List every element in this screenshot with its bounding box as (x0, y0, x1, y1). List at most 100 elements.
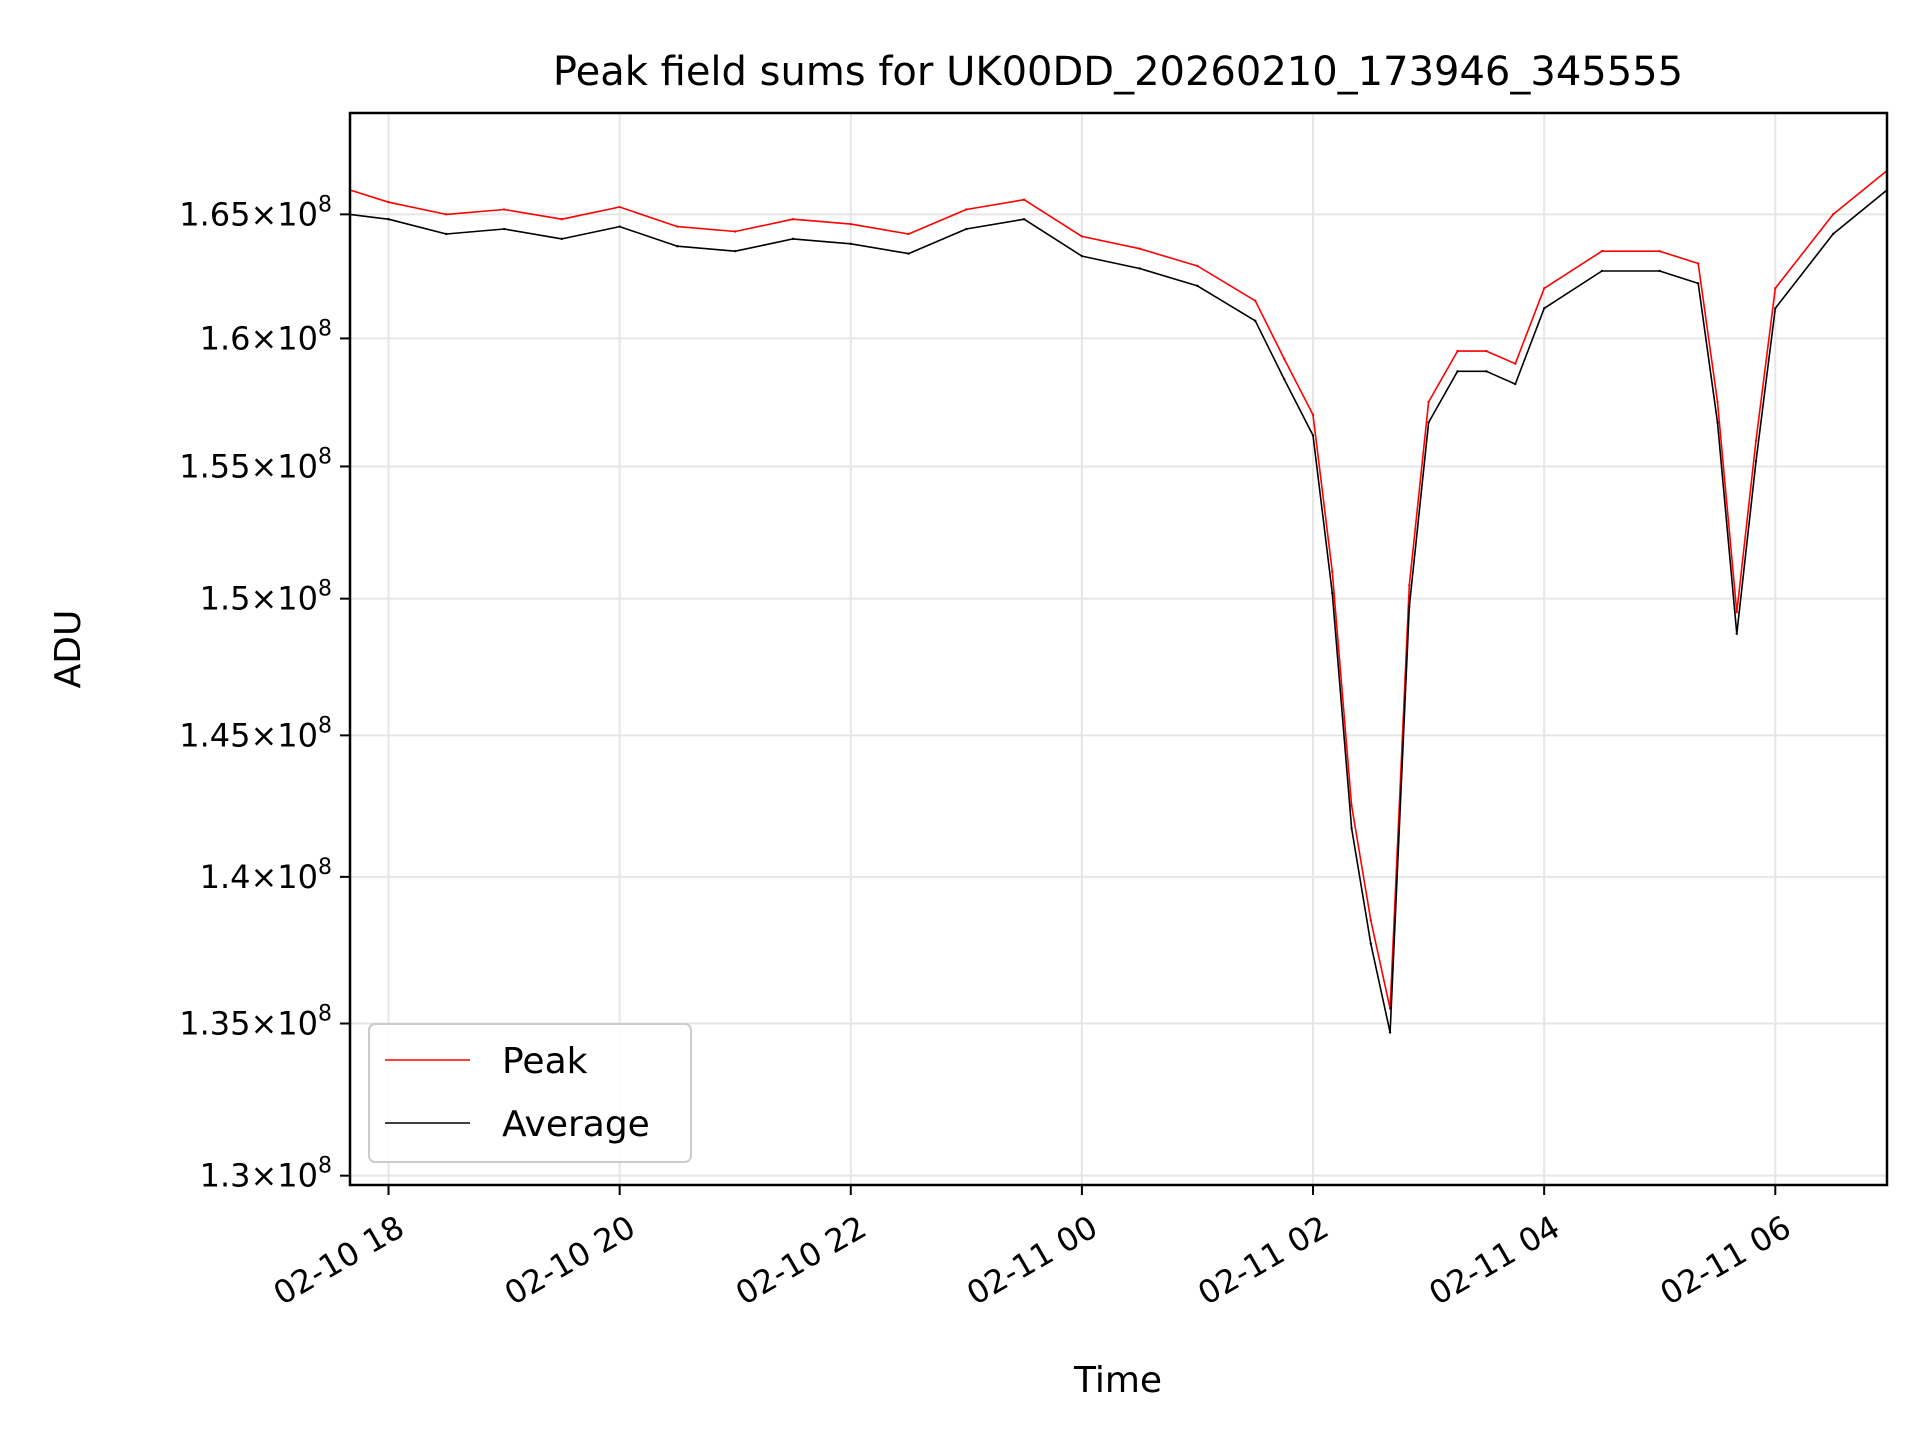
y-axis: 1.3×108 1.35×108 1.4×108 1.45×108 1.5×108 1.5… (179, 192, 350, 1195)
data-point-peak (1408, 584, 1411, 587)
data-point-average (1427, 421, 1430, 424)
data-point-peak (1254, 299, 1257, 303)
data-point-average (1716, 421, 1719, 424)
grid-lines (350, 113, 1887, 1185)
series-line-average (349, 189, 1888, 1034)
data-point-peak (502, 208, 506, 211)
legend-label-average: Average (502, 1104, 650, 1145)
data-point-peak (1774, 287, 1777, 290)
data-point-average (1542, 307, 1546, 310)
data-point-peak (676, 225, 679, 228)
data-point-average (1774, 307, 1777, 310)
x-tick-label: 02-10 18 (267, 1208, 411, 1313)
data-point-peak (1022, 198, 1026, 201)
chart-title: Peak field sums for UK00DD_20260210_1739… (553, 49, 1683, 95)
data-point-average (1456, 370, 1459, 373)
data-point-peak (1735, 610, 1738, 614)
data-point-average (1600, 269, 1604, 273)
legend-label-peak: Peak (502, 1041, 588, 1082)
series-layer (348, 169, 1889, 1034)
data-point-average (1350, 826, 1353, 830)
data-point-peak (1427, 400, 1430, 404)
data-point-average (618, 225, 621, 228)
data-point-average (1408, 605, 1411, 608)
x-tick-label: 02-10 22 (729, 1208, 873, 1313)
data-point-average (734, 249, 737, 253)
data-point-peak (1311, 413, 1315, 416)
x-tick-label: 02-11 04 (1423, 1208, 1567, 1313)
data-point-peak (1600, 249, 1604, 253)
data-point-peak (1697, 262, 1700, 265)
legend-box (368, 1023, 692, 1163)
data-point-average (1311, 434, 1315, 437)
data-point-peak (1831, 213, 1835, 216)
data-point-peak (1196, 264, 1199, 268)
data-point-peak (1331, 570, 1334, 574)
data-point-peak (1369, 919, 1373, 922)
plot-area-frame (348, 111, 1889, 1187)
data-point-average (1080, 254, 1084, 258)
data-point-average (791, 237, 795, 241)
x-axis: 02-10 18 02-10 20 02-10 22 02-11 00 02-11 02… (267, 1185, 1797, 1313)
x-tick-label: 02-11 00 (960, 1208, 1104, 1313)
data-point-average (1196, 284, 1199, 288)
data-point-average (1282, 377, 1286, 381)
data-point-average (1697, 282, 1700, 285)
data-point-average (445, 232, 448, 236)
data-point-peak (1350, 804, 1353, 807)
data-point-peak (387, 200, 390, 204)
y-tick-label: 1.35×108 (179, 1002, 332, 1043)
data-point-average (1388, 1031, 1392, 1034)
data-point-average (1735, 632, 1738, 635)
y-tick-label: 1.45×108 (179, 713, 332, 754)
data-point-peak (1138, 247, 1141, 250)
x-tick-label: 02-11 02 (1191, 1208, 1335, 1313)
x-tick-label: 02-11 06 (1654, 1208, 1798, 1313)
y-tick-label: 1.65×108 (179, 192, 332, 233)
data-point-peak (1658, 249, 1661, 253)
data-point-average (1138, 267, 1141, 270)
data-point-average (965, 227, 968, 231)
data-point-average (502, 227, 506, 231)
legend: Peak Average (368, 1023, 692, 1163)
data-point-average (907, 252, 910, 255)
data-point-average (1254, 319, 1257, 323)
data-point-peak (1754, 439, 1758, 442)
data-point-peak (734, 230, 737, 233)
data-point-peak (791, 218, 795, 221)
data-point-peak (907, 232, 910, 236)
data-point-average (387, 218, 390, 221)
data-point-peak (618, 205, 621, 209)
y-tick-label: 1.6×108 (200, 316, 332, 357)
y-tick-label: 1.4×108 (200, 855, 332, 896)
x-axis-label: Time (1073, 1360, 1162, 1401)
data-point-peak (849, 222, 852, 226)
data-point-peak (1080, 235, 1084, 238)
data-point-average (1369, 942, 1373, 945)
data-point-average (1514, 382, 1517, 386)
data-point-peak (560, 218, 564, 221)
y-axis-label: ADU (48, 610, 89, 689)
y-tick-label: 1.5×108 (200, 577, 332, 618)
data-point-average (1831, 232, 1835, 236)
data-point-average (676, 245, 679, 248)
series-line-peak (349, 169, 1888, 1010)
data-point-average (1331, 592, 1334, 595)
data-point-peak (445, 213, 448, 216)
data-point-peak (1485, 349, 1488, 353)
data-point-peak (1456, 349, 1459, 353)
data-point-average (560, 237, 564, 241)
data-point-peak (1514, 362, 1517, 365)
data-point-peak (1542, 287, 1546, 290)
data-point-average (1022, 218, 1026, 221)
y-tick-label: 1.3×108 (200, 1154, 332, 1195)
data-point-average (1754, 460, 1758, 463)
data-point-peak (1716, 400, 1719, 404)
data-point-average (1658, 269, 1661, 273)
data-point-average (1485, 370, 1488, 373)
data-point-average (849, 242, 852, 245)
x-tick-label: 02-10 20 (498, 1208, 642, 1313)
data-point-peak (965, 208, 968, 211)
y-tick-label: 1.55×108 (179, 444, 332, 485)
